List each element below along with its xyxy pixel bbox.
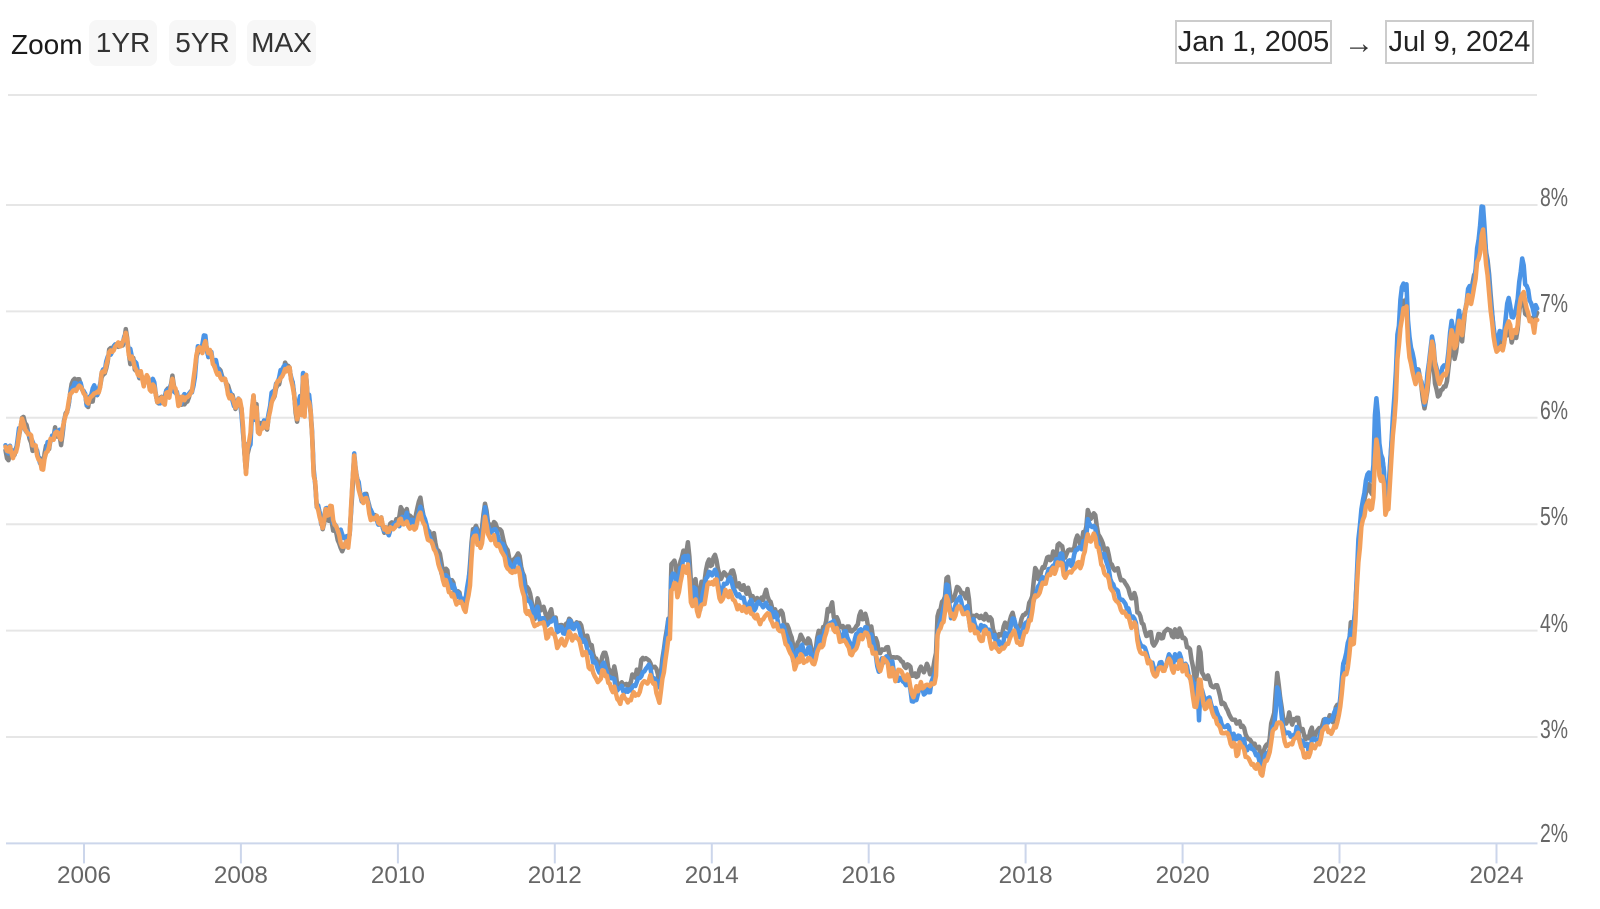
svg-text:3%: 3% <box>1540 714 1568 744</box>
svg-text:2018: 2018 <box>999 862 1053 889</box>
svg-text:2%: 2% <box>1540 818 1568 848</box>
svg-text:2014: 2014 <box>685 862 739 889</box>
svg-text:2016: 2016 <box>842 862 896 889</box>
svg-text:2022: 2022 <box>1313 862 1367 889</box>
svg-text:2010: 2010 <box>371 862 425 889</box>
svg-text:2012: 2012 <box>528 862 582 889</box>
svg-text:7%: 7% <box>1540 288 1568 318</box>
svg-text:2024: 2024 <box>1470 862 1524 889</box>
svg-text:5%: 5% <box>1540 501 1568 531</box>
svg-text:4%: 4% <box>1540 608 1568 638</box>
svg-text:2020: 2020 <box>1156 862 1210 889</box>
svg-text:6%: 6% <box>1540 395 1568 425</box>
svg-text:8%: 8% <box>1540 182 1568 212</box>
svg-text:2008: 2008 <box>214 862 268 889</box>
svg-text:2006: 2006 <box>57 862 111 889</box>
